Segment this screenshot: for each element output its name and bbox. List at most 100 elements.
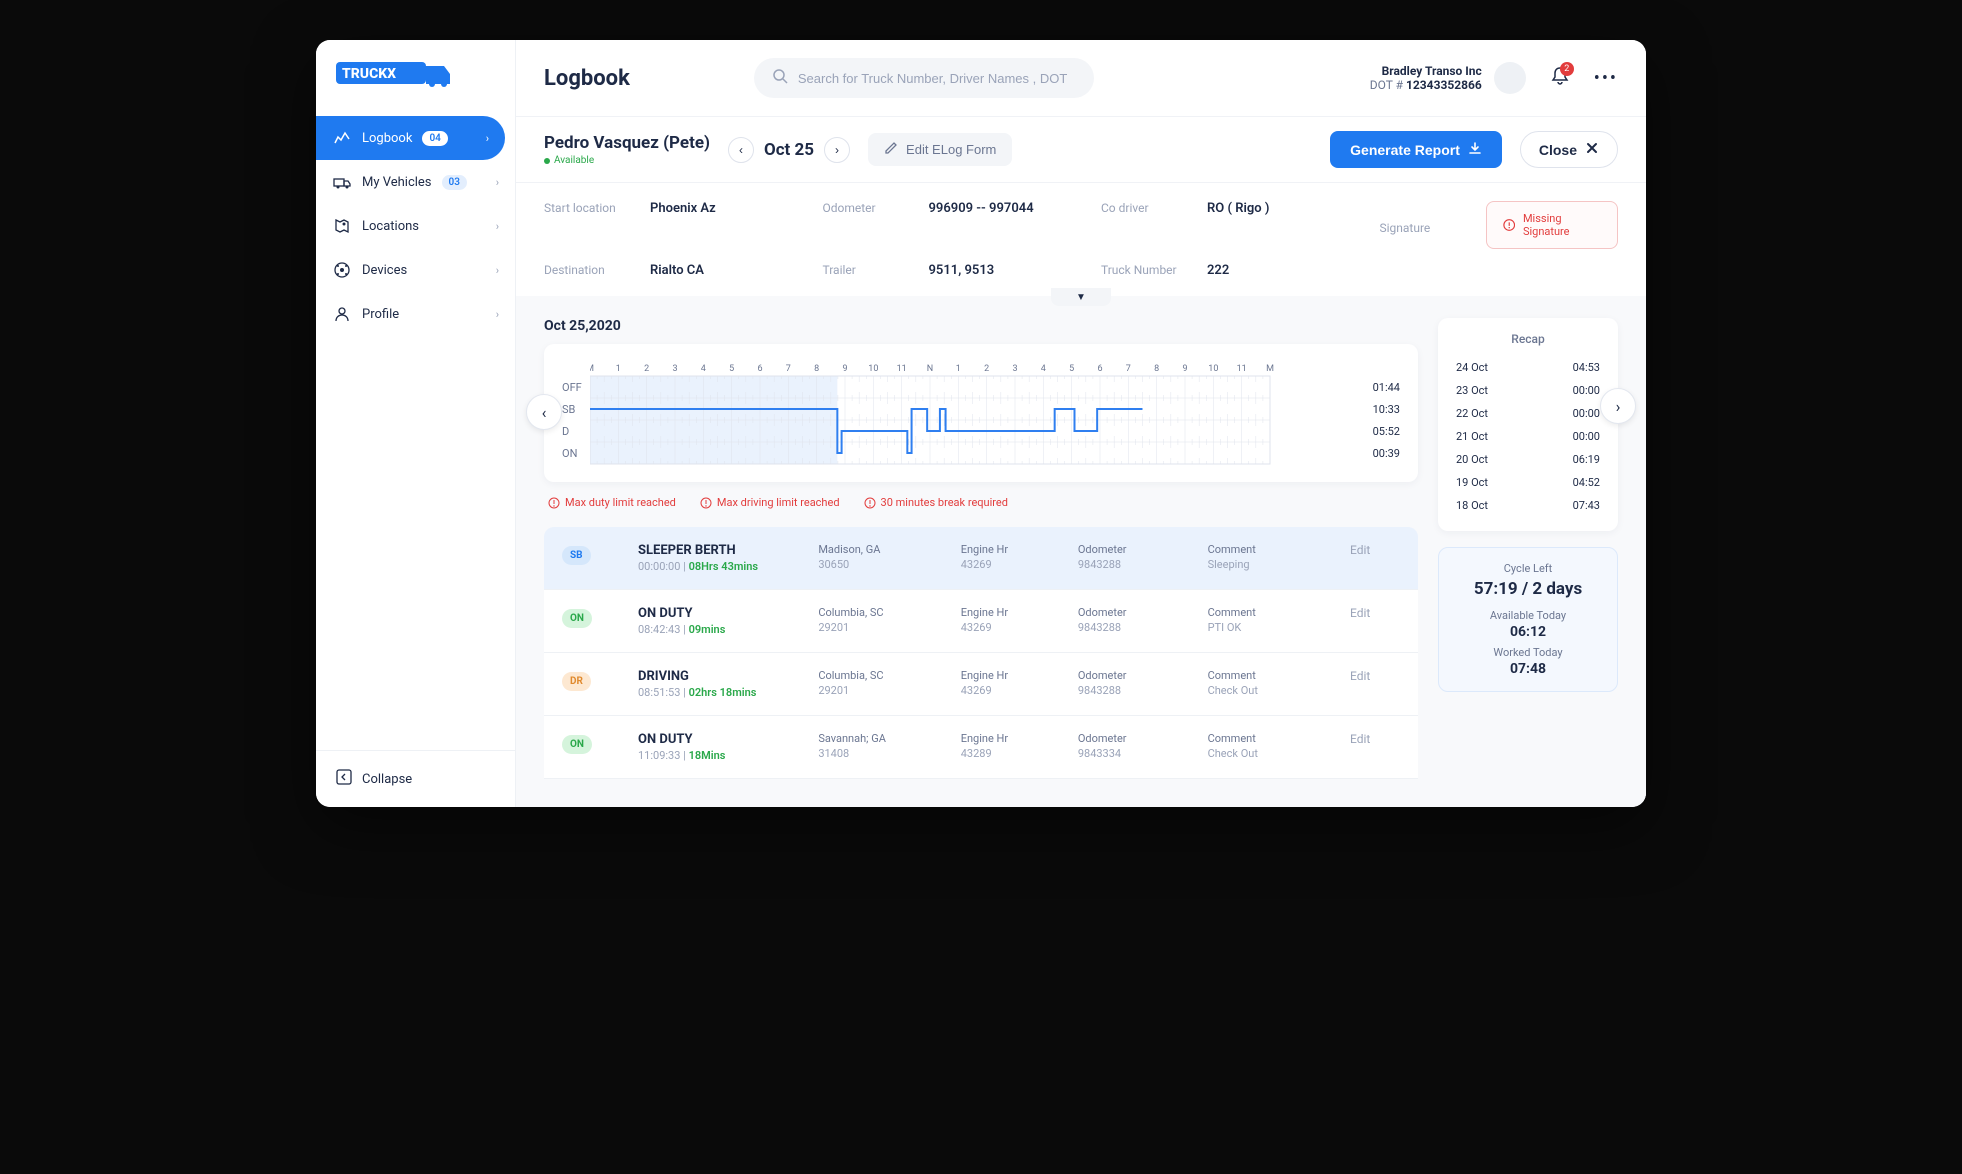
recap-row: 20 Oct06:19 (1456, 448, 1600, 471)
notifications-button[interactable]: 2 (1550, 66, 1570, 90)
svg-text:4: 4 (1041, 364, 1046, 374)
event-title: SLEEPER BERTH (638, 543, 802, 558)
event-row: ON ON DUTY 11:09:33 | 18Mins Savannah; G… (544, 716, 1418, 779)
body: Oct 25,2020 ‹ OFFSBDON M1234567891011N12… (516, 296, 1646, 807)
chart-row-labels: OFFSBDON (562, 358, 582, 468)
chart-row-total: 10:33 (1373, 398, 1400, 420)
detail-odometer: Odometer 996909 -- 997044 (823, 201, 1062, 249)
cycle-left-value: 57:19 / 2 days (1455, 579, 1601, 599)
collapse-button[interactable]: Collapse (316, 750, 515, 807)
duty-status-chart: OFFSBDON M1234567891011N1234567891011M 0… (544, 344, 1418, 482)
search-input[interactable] (798, 71, 1076, 86)
driver-name: Pedro Vasquez (Pete) (544, 133, 710, 153)
chart-row-total: 01:44 (1373, 376, 1400, 398)
available-today-label: Available Today (1455, 609, 1601, 622)
event-row: SB SLEEPER BERTH 00:00:00 | 08Hrs 43mins… (544, 527, 1418, 590)
close-button[interactable]: Close (1520, 131, 1618, 168)
chart-prev-button[interactable]: ‹ (526, 394, 562, 430)
next-date-button[interactable]: › (824, 137, 850, 163)
sidebar-item-devices[interactable]: Devices › (316, 248, 515, 292)
detail-destination: Destination Rialto CA (544, 263, 783, 278)
svg-text:10: 10 (1208, 364, 1218, 374)
sidebar-item-locations[interactable]: Locations › (316, 204, 515, 248)
edit-event-button[interactable]: Edit (1350, 669, 1400, 683)
logo-truckx: TRUCKX (336, 58, 495, 92)
generate-report-button[interactable]: Generate Report (1330, 131, 1502, 168)
download-icon (1468, 141, 1482, 158)
summary-card: Cycle Left 57:19 / 2 days Available Toda… (1438, 547, 1618, 692)
cycle-left-label: Cycle Left (1455, 562, 1601, 575)
svg-text:1: 1 (956, 364, 961, 374)
status-badge: ON (562, 735, 592, 754)
alerts-row: Max duty limit reached Max driving limit… (544, 482, 1418, 527)
section-date: Oct 25,2020 (544, 318, 1418, 334)
event-time: 08:51:53 | 02hrs 18mins (638, 686, 802, 699)
nav-label: Devices (362, 263, 407, 278)
recap-title: Recap (1456, 332, 1600, 346)
status-badge: SB (562, 546, 591, 565)
recap-row: 21 Oct00:00 (1456, 425, 1600, 448)
subheader: Pedro Vasquez (Pete) Available ‹ Oct 25 … (516, 117, 1646, 183)
chart-row-total: 00:39 (1373, 442, 1400, 464)
event-title: ON DUTY (638, 732, 802, 747)
event-row: DR DRIVING 08:51:53 | 02hrs 18mins Colum… (544, 653, 1418, 716)
recap-row: 18 Oct07:43 (1456, 494, 1600, 517)
alert-item: Max driving limit reached (700, 496, 840, 509)
close-icon (1585, 141, 1599, 158)
avatar[interactable] (1494, 62, 1526, 94)
company-block: Bradley Transo Inc DOT # 12343352866 (1370, 62, 1526, 94)
alert-item: 30 minutes break required (864, 496, 1008, 509)
nav-badge: 04 (422, 131, 447, 146)
nav-label: Logbook (362, 131, 412, 146)
event-time: 11:09:33 | 18Mins (638, 749, 802, 762)
nav-icon (332, 128, 352, 148)
recap-card: Recap 24 Oct04:5323 Oct00:0022 Oct00:002… (1438, 318, 1618, 531)
svg-text:9: 9 (1182, 364, 1187, 374)
svg-text:6: 6 (1097, 364, 1102, 374)
edit-event-button[interactable]: Edit (1350, 606, 1400, 620)
chart-row-label: ON (562, 442, 582, 464)
company-name: Bradley Transo Inc (1370, 64, 1482, 78)
next-panel-button[interactable]: › (1600, 388, 1636, 424)
svg-text:3: 3 (1012, 364, 1017, 374)
event-time: 08:42:43 | 09mins (638, 623, 802, 636)
edit-event-button[interactable]: Edit (1350, 732, 1400, 746)
status-badge: ON (562, 609, 592, 628)
available-today-value: 06:12 (1455, 624, 1601, 640)
sidebar-item-profile[interactable]: Profile › (316, 292, 515, 336)
chevron-right-icon: › (496, 264, 499, 277)
collapse-icon (336, 769, 352, 789)
svg-text:5: 5 (729, 364, 734, 374)
recap-row: 22 Oct00:00 (1456, 402, 1600, 425)
edit-elog-button[interactable]: Edit ELog Form (868, 133, 1012, 166)
nav-label: My Vehicles (362, 175, 432, 190)
edit-event-button[interactable]: Edit (1350, 543, 1400, 557)
svg-text:N: N (927, 364, 933, 374)
chart-row-total: 05:52 (1373, 420, 1400, 442)
missing-signature-badge[interactable]: Missing Signature (1486, 201, 1619, 249)
nav-badge: 03 (442, 175, 467, 190)
svg-text:TRUCKX: TRUCKX (342, 66, 396, 82)
nav-icon (332, 260, 352, 280)
nav-label: Profile (362, 307, 399, 322)
nav-label: Locations (362, 219, 419, 234)
recap-row: 24 Oct04:53 (1456, 356, 1600, 379)
sidebar-item-logbook[interactable]: Logbook 04 › (316, 116, 505, 160)
detail-trailer: Trailer 9511, 9513 (823, 263, 1062, 278)
chevron-right-icon: › (496, 176, 499, 189)
chart-row-totals: 01:4410:3305:5200:39 (1373, 358, 1400, 468)
notification-badge: 2 (1560, 62, 1574, 76)
sidebar-item-my-vehicles[interactable]: My Vehicles 03 › (316, 160, 515, 204)
prev-date-button[interactable]: ‹ (728, 137, 754, 163)
chevron-right-icon: › (486, 132, 489, 145)
expand-details-button[interactable]: ▼ (1051, 288, 1111, 306)
search-box[interactable] (754, 58, 1094, 98)
event-title: DRIVING (638, 669, 802, 684)
status-badge: DR (562, 672, 591, 691)
svg-text:8: 8 (814, 364, 819, 374)
svg-text:3: 3 (672, 364, 677, 374)
recap-rows: 24 Oct04:5323 Oct00:0022 Oct00:0021 Oct0… (1456, 356, 1600, 517)
more-menu-button[interactable]: ••• (1594, 68, 1618, 89)
chart-row-label: OFF (562, 376, 582, 398)
svg-text:2: 2 (644, 364, 649, 374)
